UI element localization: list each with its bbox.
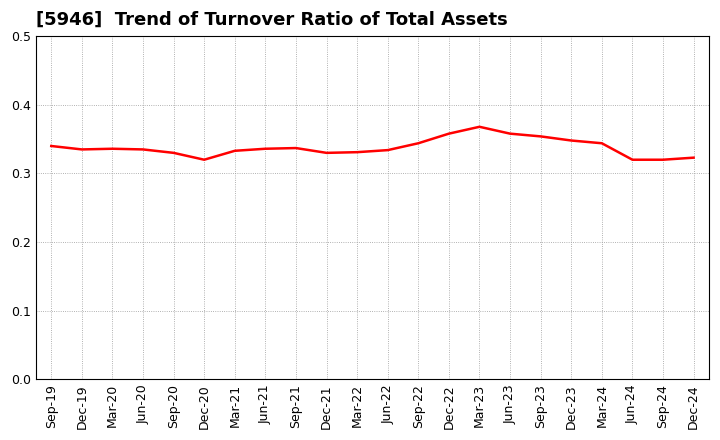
Text: [5946]  Trend of Turnover Ratio of Total Assets: [5946] Trend of Turnover Ratio of Total … bbox=[36, 11, 508, 29]
